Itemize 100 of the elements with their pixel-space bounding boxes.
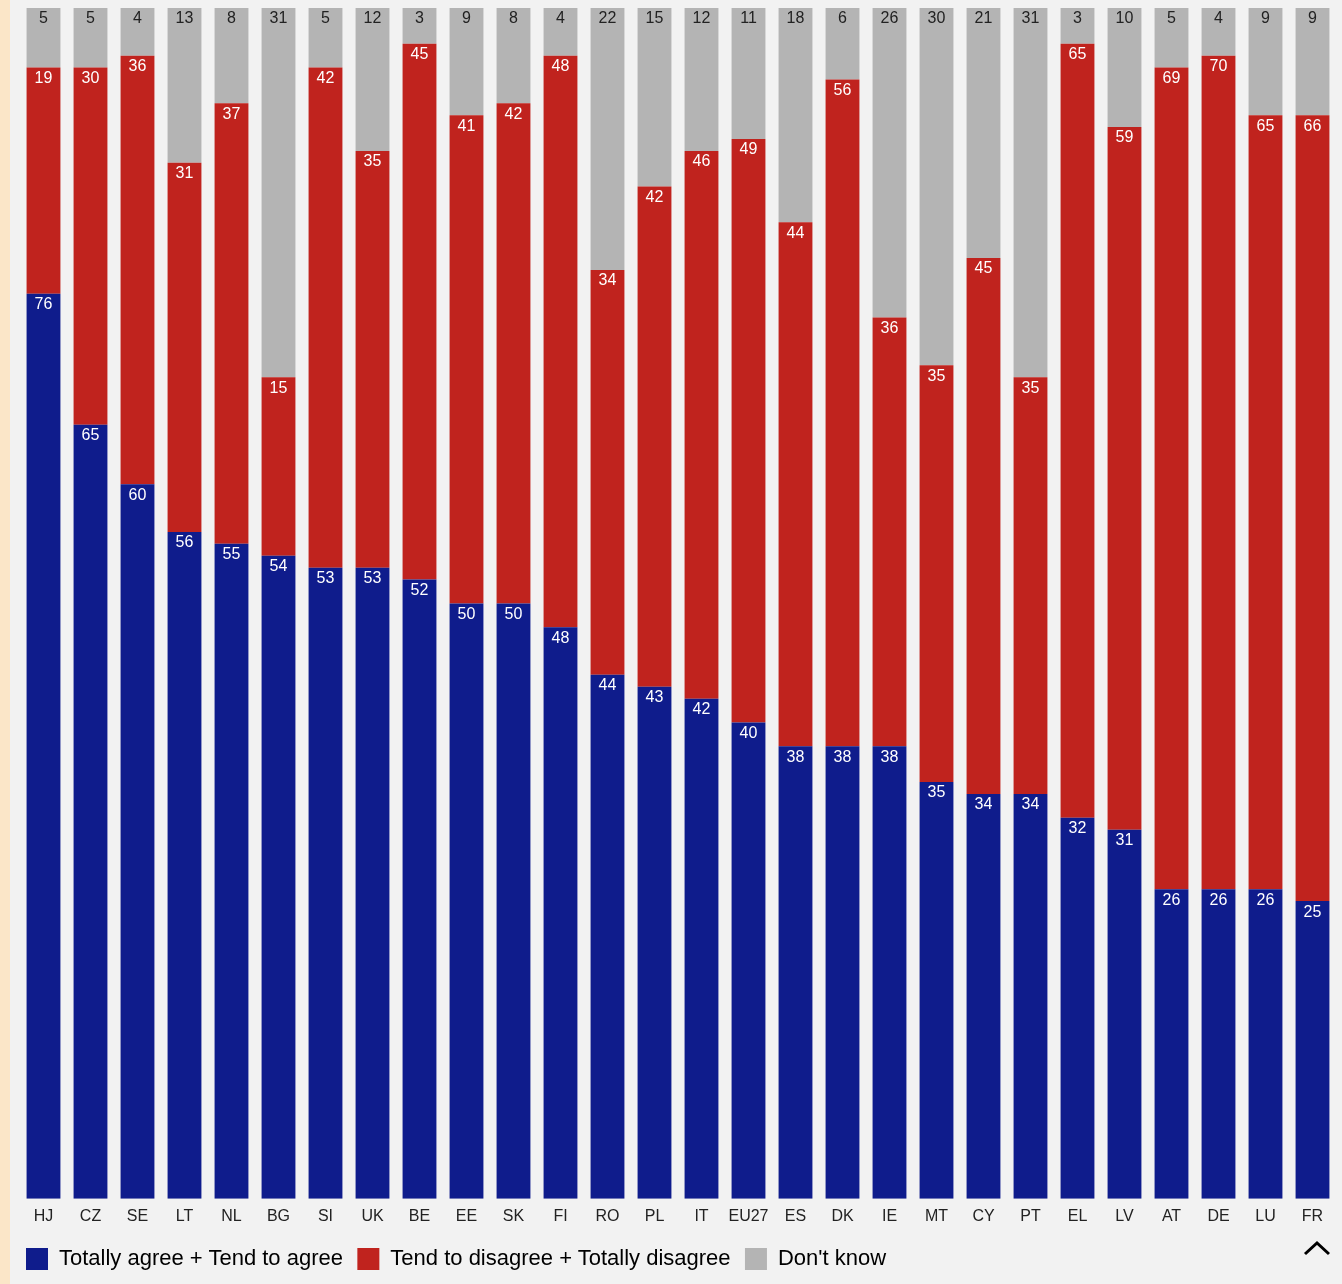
bar [778,8,813,223]
legend-label: Tend to disagree + Totally disagree [390,1245,731,1271]
data-label: 52 [410,580,429,598]
data-label: 55 [222,545,241,563]
bar [355,8,390,151]
data-label: 34 [598,271,617,289]
data-label: 45 [410,45,429,63]
data-label: 4 [556,9,566,27]
bar [1154,67,1189,890]
x-tick-label: LT [175,1206,194,1224]
x-tick-label: MT [924,1206,949,1224]
bar [496,8,531,104]
bar [1107,829,1142,1199]
data-label: 42 [645,188,664,206]
bar [637,186,672,687]
x-tick-label: FR [1301,1206,1324,1224]
data-label: 19 [34,68,53,86]
data-label: 4 [1214,9,1224,27]
bar [1201,889,1236,1199]
data-label: 5 [321,9,331,27]
x-tick-label: SK [502,1206,525,1224]
bar [449,603,484,1199]
data-label: 12 [363,9,382,27]
data-label: 48 [551,628,570,646]
bar [684,698,719,1199]
bar [684,8,719,151]
bar [1107,127,1142,830]
data-label: 8 [227,9,237,27]
bar [543,627,578,1199]
bar [1248,8,1283,116]
x-tick-label: DE [1207,1206,1230,1224]
bar [167,531,202,1199]
data-label: 4 [133,9,143,27]
data-label: 35 [363,152,382,170]
bar [167,162,202,532]
x-tick-label: CY [972,1206,995,1224]
bar [402,8,437,44]
bar [1295,8,1330,116]
x-tick-label: BE [408,1206,431,1224]
data-label: 50 [504,604,523,622]
data-label: 25 [1303,902,1322,920]
data-label: 38 [880,747,899,765]
x-tick-label: EL [1067,1206,1088,1224]
bar [214,8,249,104]
x-tick-label: EE [455,1206,478,1224]
data-label: 26 [880,9,899,27]
data-label: 36 [128,57,147,75]
data-label: 53 [316,569,335,587]
data-label: 26 [1256,890,1275,908]
data-label: 37 [222,104,241,122]
bar [402,43,437,580]
bar [731,138,766,723]
data-label: 15 [645,9,664,27]
bar [261,377,296,556]
data-label: 31 [1021,9,1040,27]
bar [637,8,672,187]
bar [919,365,954,783]
x-tick-label: ES [784,1206,807,1224]
x-tick-label: SI [317,1206,334,1224]
data-label: 13 [175,9,194,27]
bar [1107,8,1142,128]
data-label: 38 [786,747,805,765]
x-tick-label: UK [361,1206,384,1224]
data-label: 42 [692,700,711,718]
legend-label: Don't know [777,1245,887,1271]
bar [872,746,907,1199]
bar [214,103,249,544]
x-tick-label: LV [1115,1206,1135,1224]
bar [167,8,202,163]
data-label: 34 [974,795,993,813]
data-label: 22 [598,9,617,27]
bar [355,567,390,1199]
bar [1248,115,1283,890]
data-label: 26 [1209,890,1228,908]
bar [966,793,1001,1199]
data-label: 76 [34,295,53,313]
bar [825,8,860,80]
data-label: 46 [692,152,711,170]
bar [637,686,672,1199]
bar [496,603,531,1199]
bar [1013,377,1048,794]
bar [778,746,813,1199]
data-label: 5 [1167,9,1177,27]
bar [26,293,61,1199]
x-tick-label: IT [694,1206,709,1224]
bar [543,55,578,628]
x-tick-label: IE [881,1206,898,1224]
bar [214,543,249,1199]
data-label: 53 [363,569,382,587]
data-label: 48 [551,57,570,75]
data-label: 8 [509,9,519,27]
data-label: 6 [838,9,848,27]
bar [1013,793,1048,1199]
data-label: 15 [269,378,288,396]
data-label: 56 [833,80,852,98]
data-label: 30 [81,68,100,86]
data-label: 43 [645,688,664,706]
data-label: 5 [39,9,49,27]
bar [966,8,1001,259]
data-label: 11 [740,9,757,27]
